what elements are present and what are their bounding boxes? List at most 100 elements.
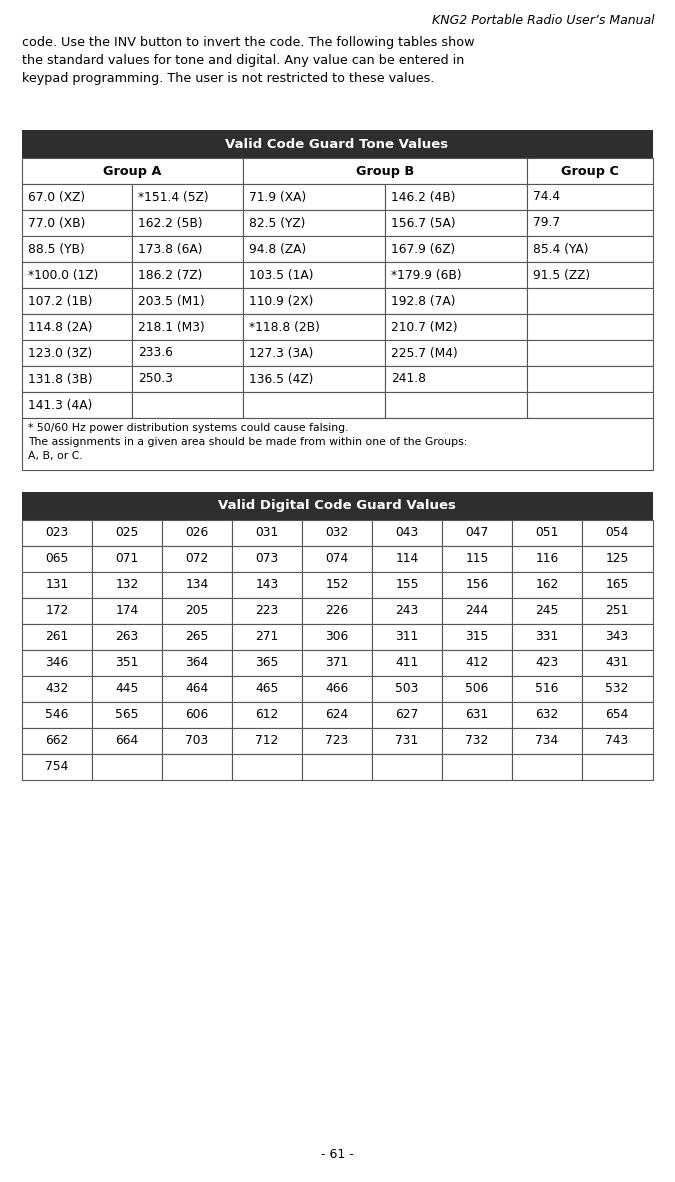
Bar (527, 236, 653, 262)
Bar (22, 624, 92, 650)
Bar (22, 702, 92, 728)
Text: 114.8 (2A): 114.8 (2A) (28, 320, 92, 333)
Bar (92, 546, 162, 572)
Bar (527, 366, 653, 392)
Text: 612: 612 (255, 708, 279, 721)
Bar (527, 158, 653, 184)
Bar (582, 598, 653, 624)
Bar (372, 572, 442, 598)
Bar (22, 598, 92, 624)
Bar (243, 366, 385, 392)
Bar (582, 754, 653, 780)
Text: 88.5 (YB): 88.5 (YB) (28, 242, 85, 255)
Text: * 50/60 Hz power distribution systems could cause falsing.
The assignments in a : * 50/60 Hz power distribution systems co… (28, 423, 467, 461)
Bar (243, 288, 385, 314)
Text: 91.5 (ZZ): 91.5 (ZZ) (533, 268, 590, 281)
Text: 411: 411 (396, 656, 418, 669)
Text: 343: 343 (605, 630, 628, 643)
Bar (22, 130, 653, 158)
Bar (385, 366, 527, 392)
Text: 226: 226 (325, 604, 348, 617)
Bar (442, 754, 512, 780)
Text: 114: 114 (396, 552, 418, 565)
Text: 136.5 (4Z): 136.5 (4Z) (249, 372, 313, 385)
Text: 251: 251 (605, 604, 628, 617)
Text: 162.2 (5B): 162.2 (5B) (138, 216, 202, 229)
Bar (132, 392, 243, 418)
Bar (385, 392, 527, 418)
Text: 365: 365 (255, 656, 279, 669)
Bar (302, 702, 372, 728)
Text: 371: 371 (325, 656, 348, 669)
Bar (162, 676, 232, 702)
Bar (302, 676, 372, 702)
Bar (162, 728, 232, 754)
Text: 503: 503 (396, 682, 418, 695)
Text: 205: 205 (186, 604, 209, 617)
Bar (243, 184, 385, 210)
Bar (372, 546, 442, 572)
Text: 243: 243 (396, 604, 418, 617)
Bar (243, 262, 385, 288)
Bar (372, 520, 442, 546)
Text: Group C: Group C (561, 164, 619, 177)
Text: 054: 054 (605, 526, 628, 539)
Bar (92, 520, 162, 546)
Bar (92, 676, 162, 702)
Text: 165: 165 (605, 578, 628, 591)
Text: Valid Code Guard Tone Values: Valid Code Guard Tone Values (225, 137, 449, 150)
Text: 172: 172 (45, 604, 69, 617)
Text: 152: 152 (325, 578, 349, 591)
Bar (442, 546, 512, 572)
Bar (22, 546, 92, 572)
Bar (22, 572, 92, 598)
Text: 732: 732 (465, 734, 489, 747)
Text: 103.5 (1A): 103.5 (1A) (249, 268, 313, 281)
Text: 043: 043 (396, 526, 418, 539)
Bar (512, 624, 582, 650)
Text: 131.8 (3B): 131.8 (3B) (28, 372, 92, 385)
Bar (527, 392, 653, 418)
Bar (302, 754, 372, 780)
Bar (442, 572, 512, 598)
Bar (582, 702, 653, 728)
Bar (527, 340, 653, 366)
Text: *118.8 (2B): *118.8 (2B) (249, 320, 320, 333)
Text: 532: 532 (605, 682, 628, 695)
Bar (162, 546, 232, 572)
Bar (442, 520, 512, 546)
Text: 047: 047 (465, 526, 489, 539)
Bar (302, 546, 372, 572)
Bar (302, 624, 372, 650)
Text: 146.2 (4B): 146.2 (4B) (391, 190, 456, 203)
Text: 032: 032 (325, 526, 348, 539)
Text: 664: 664 (115, 734, 138, 747)
Text: *100.0 (1Z): *100.0 (1Z) (28, 268, 99, 281)
Bar (243, 158, 527, 184)
Bar (92, 702, 162, 728)
Text: 115: 115 (465, 552, 489, 565)
Text: 026: 026 (186, 526, 209, 539)
Bar (243, 392, 385, 418)
Bar (232, 754, 302, 780)
Text: *151.4 (5Z): *151.4 (5Z) (138, 190, 209, 203)
Text: 432: 432 (45, 682, 69, 695)
Text: 125: 125 (605, 552, 628, 565)
Bar (385, 262, 527, 288)
Bar (527, 314, 653, 340)
Text: 624: 624 (325, 708, 348, 721)
Bar (372, 728, 442, 754)
Bar (132, 288, 243, 314)
Bar (442, 650, 512, 676)
Bar (22, 520, 92, 546)
Bar (22, 288, 132, 314)
Bar (512, 676, 582, 702)
Bar (22, 262, 132, 288)
Bar (372, 754, 442, 780)
Bar (22, 158, 243, 184)
Bar (385, 236, 527, 262)
Text: 263: 263 (115, 630, 138, 643)
Text: 315: 315 (465, 630, 489, 643)
Text: 632: 632 (535, 708, 559, 721)
Text: 465: 465 (255, 682, 279, 695)
